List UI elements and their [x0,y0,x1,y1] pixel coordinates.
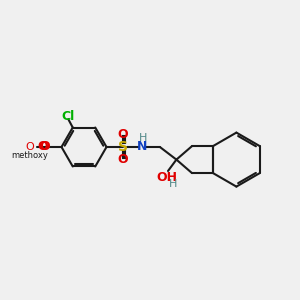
Text: O: O [118,153,128,166]
Text: H: H [169,179,177,189]
Text: S: S [118,140,128,154]
Text: OH: OH [156,171,177,184]
Text: methoxy: methoxy [12,151,48,160]
Text: O: O [40,140,50,154]
Text: O: O [118,128,128,141]
Text: O: O [38,140,48,154]
Text: H: H [139,133,147,143]
Text: N: N [137,140,148,154]
Text: O: O [26,142,34,152]
Text: Cl: Cl [61,110,75,123]
